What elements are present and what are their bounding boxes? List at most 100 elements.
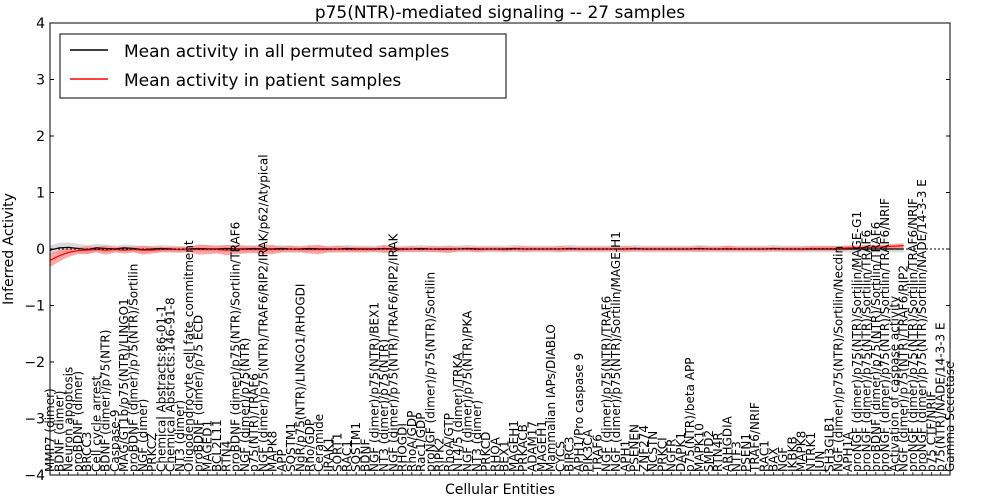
category-label: p75(NTR)/beta APP (683, 358, 697, 473)
category-label: BDNF (358, 439, 372, 472)
category-label: Caspase-9 (108, 409, 122, 472)
y-tick-label: 2 (36, 129, 45, 145)
y-tick-label: 4 (36, 16, 45, 32)
category-label: MAPK8 (795, 431, 809, 472)
category-label: Oligodendrocyte cell fate commitment (182, 240, 196, 472)
plot-frame (49, 22, 951, 476)
category-label: PRKACB (516, 424, 530, 472)
category-label: APH1A (841, 431, 855, 472)
y-tick-label: 0 (36, 242, 45, 258)
category-label: Cell cycle arrest (89, 376, 103, 472)
category-label: Ceramide (312, 414, 326, 472)
category-label: Mammalian IAPs/DIABLO (544, 324, 558, 472)
category-label: NT3 (dimer)/p75(NTR) (377, 339, 391, 472)
category-label: MAGED1 (201, 420, 215, 472)
category-label: RTN4 (219, 441, 233, 472)
category-label: APH1 (618, 440, 632, 472)
category-label: NGF (776, 447, 790, 472)
category-label: Chemical Abstracts:86-01-1 (154, 305, 168, 472)
legend: Mean activity in all permuted samples Me… (59, 33, 507, 99)
category-label: proNGF (dimer)/p75(NTR)/Sortilin/TRAF6/N… (906, 198, 920, 472)
category-label: NGF (dimer)/p75(NTR)/BEX1 (368, 302, 382, 472)
y-tick-label: −2 (24, 355, 45, 371)
category-label: BAX (767, 447, 781, 472)
patient-activity-band (50, 243, 904, 268)
category-label: NGF (dimer)/p75(NTR) (238, 338, 252, 472)
category-label: proNGF (dimer)/p75(NTR)/Sortilin/NADE/14… (915, 179, 929, 472)
category-label: NGF (dimer)/p75(NTR)/Sortilin/Necdin (832, 246, 846, 472)
category-label: NCSTN (646, 431, 660, 472)
category-label: proBDNF (dimer)/p75(NTR)/Sortilin/TRAF6 (869, 222, 883, 472)
category-label: MAGEH1 (507, 420, 521, 472)
category-label: proBDNF (dimer)/p75 ECD (191, 315, 205, 472)
category-label: NTF3 (730, 441, 744, 472)
category-label: proNGF (dimer)/p75(NTR)/Sortilin/MAGE-G1 (850, 211, 864, 472)
category-label: BDNF (dimer)/p75(NTR) (99, 330, 113, 472)
category-label: NGFR (665, 438, 679, 472)
category-label: RTN4R (711, 432, 725, 472)
category-label: SH3GLB1 (822, 416, 836, 472)
category-label: proNGF (dimer)/p75(NTR)/Sortilin (423, 272, 437, 472)
category-label: SMPD2 (702, 430, 716, 472)
category-label: PRKCD (479, 432, 493, 472)
category-label: proBDNF (dimer) (71, 371, 85, 472)
category-label: PRKCZ (145, 433, 159, 472)
category-label: ARHGDIA (720, 415, 734, 472)
category-label: MAPK10 (692, 423, 706, 472)
category-label: NT4/5 (dimer)/TRKA (451, 352, 465, 472)
category-label: JUN (813, 451, 827, 473)
category-label: Neuron apoptosis (62, 367, 76, 472)
category-label: proBDNF (dimer)/p75(NTR)/Sortilin (127, 264, 141, 472)
y-axis-label: Inferred Activity (1, 193, 17, 305)
category-label: TRAF6 (590, 434, 604, 473)
category-label: Chemical Abstracts:146-91-8 (164, 297, 178, 472)
category-label: DAPK1 (674, 432, 688, 472)
category-label: NTRK1 (804, 432, 818, 472)
category-label: NGF (dimer)/p75(NTR)/PKA (461, 310, 475, 472)
category-label: MAPK8 (266, 431, 280, 472)
category-label: NT3 (dimer) (173, 400, 187, 472)
category-label: PRKCI (655, 437, 669, 472)
category-label: NGF (dimer)/p75(NTR)/Sortilin/MAGE-H1 (609, 231, 623, 472)
category-label: RIPK2 (433, 437, 447, 472)
category-label: NGF (dimer) (136, 399, 150, 472)
category-label: RAC1 (340, 440, 354, 472)
category-label: BIRC3 (563, 436, 577, 472)
category-label: MAG/GT1b/p75(NTR)/LINGO1 (117, 298, 131, 472)
category-label: proNGF (dimer)/p75(NTR)/Sortilin/TRAF6 (859, 230, 873, 472)
category-label: RhoA/GDP (405, 411, 419, 472)
category-label: NGF (dimer)/p75(NTR)/TRAF6/RIP2/IRAK/p62… (256, 154, 270, 472)
legend-label-permuted: Mean activity in all permuted samples (124, 42, 449, 62)
category-label: MAGEH1 (535, 420, 549, 472)
category-label: NT3 (dimer) (470, 400, 484, 472)
category-label: PIK3CA (581, 428, 595, 472)
y-tick-label: −3 (24, 412, 45, 428)
category-label: SQSTM1 (349, 422, 363, 472)
category-label: PSENEN (628, 424, 642, 472)
y-tick-label: −1 (24, 299, 45, 315)
category-label: ADAM17 (525, 421, 539, 472)
category-label: TRAF6/NRIF (748, 402, 762, 473)
category-label: Activation of caspase activity (887, 296, 901, 472)
category-label: PSEN1 (739, 433, 753, 472)
legend-label-patient: Mean activity in patient samples (124, 71, 401, 91)
category-label: RHOA (488, 436, 502, 472)
chart-title: p75(NTR)-mediated signaling -- 27 sample… (315, 3, 685, 23)
category-label: NgR/p75(NTR)/LINGO1/RHOGDI (294, 284, 308, 472)
category-label: p75(NTR)/TRAF6 (247, 373, 261, 472)
category-label: CYCS (553, 441, 567, 472)
category-label: ZNF274 (637, 425, 651, 472)
category-label: APH1/Pro caspase 9 (572, 353, 586, 472)
category-label: Rac1/GDP (414, 413, 428, 472)
category-label: NGF (dimer)/p75(NTR)/TRAF6/RIP2 (897, 265, 911, 472)
category-label: Rho/GDP (303, 419, 317, 472)
category-label: NGF (dimer)/p75(NTR)/TRAF6 (600, 296, 614, 472)
category-label: APP (275, 449, 289, 472)
y-tick-label: 3 (36, 73, 45, 89)
category-label: BDNF (dimer) (52, 391, 66, 473)
category-label: proNGF (dimer)/p75(NTR)/Sortilin/TRAF6/N… (878, 198, 892, 472)
category-label: RhoA/GTP (442, 413, 456, 472)
x-axis-label: Cellular Entities (445, 482, 555, 498)
category-label: BEX1 (498, 440, 512, 472)
